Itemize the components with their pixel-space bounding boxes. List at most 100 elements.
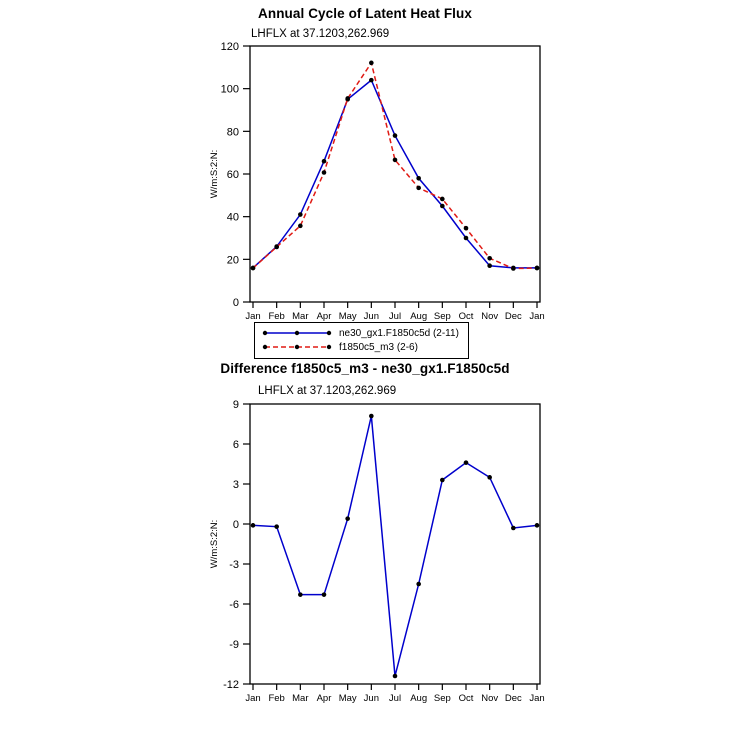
x-tick-label: Oct	[459, 693, 474, 704]
x-tick-label: Mar	[292, 311, 308, 322]
x-tick-label: May	[339, 693, 357, 704]
x-tick-label: Jun	[364, 693, 379, 704]
plot-frame	[249, 45, 541, 303]
data-point	[321, 158, 327, 164]
x-tick-label: Aug	[410, 311, 427, 322]
x-tick-label: Jul	[389, 693, 401, 704]
data-point	[440, 477, 445, 483]
data-point	[250, 265, 256, 271]
series-line	[252, 415, 538, 677]
x-tick-label: Oct	[459, 311, 474, 322]
y-tick-label: 60	[227, 169, 239, 181]
legend-item-ne30: ne30_gx1.F1850c5d (2-11)	[261, 326, 459, 340]
legend-sample-marker	[294, 344, 300, 350]
data-point	[369, 60, 374, 66]
plot-frame	[249, 403, 541, 685]
data-point	[392, 133, 398, 138]
x-tick-label: Aug	[410, 693, 427, 704]
x-tick-label: Dec	[505, 693, 522, 704]
x-tick-label: Apr	[317, 311, 332, 322]
data-point	[463, 225, 469, 231]
x-tick-label: Nov	[481, 693, 498, 704]
x-tick-label: May	[339, 311, 357, 322]
data-point	[487, 255, 492, 261]
data-point	[298, 592, 303, 597]
data-point	[321, 592, 327, 597]
x-tick-label: Feb	[268, 311, 284, 322]
y-tick-label: 80	[227, 126, 239, 138]
legend-sample-marker	[262, 330, 268, 336]
legend-sample-marker	[326, 344, 332, 350]
data-point	[416, 185, 421, 191]
legend-sample-marker	[294, 330, 300, 336]
legend-label-ne30: ne30_gx1.F1850c5d (2-11)	[339, 327, 459, 339]
x-tick-label: Mar	[292, 693, 308, 704]
x-tick-label: Sep	[434, 311, 451, 322]
x-tick-label: Sep	[434, 693, 451, 704]
legend: ne30_gx1.F1850c5d (2-11) f1850c5_m3 (2-6…	[254, 322, 469, 359]
chart1-subtitle: LHFLX at 37.1203,262.969	[251, 28, 390, 40]
data-point	[345, 96, 350, 101]
data-point	[416, 175, 421, 181]
data-point	[440, 196, 445, 202]
legend-item-f1850: f1850c5_m3 (2-6)	[261, 340, 459, 354]
legend-line-red-icon	[262, 344, 332, 350]
y-axis-label: W/m:S:2:N:	[209, 520, 220, 569]
data-point	[463, 235, 469, 241]
difference-plot: -12 -9 -6 -3 0 3 6 9 Jan Feb Mar Apr May Jun Jul Aug Sep…	[209, 399, 545, 704]
data-point	[511, 266, 516, 271]
data-point	[274, 244, 279, 250]
x-tick-label: Jul	[389, 311, 401, 322]
y-tick-label: 9	[233, 399, 239, 411]
data-point	[392, 673, 398, 679]
x-tick-label: Jan	[245, 311, 260, 322]
data-point	[298, 212, 303, 217]
y-axis-label: W/m:S:2:N:	[209, 150, 220, 199]
legend-line-blue-icon	[262, 330, 332, 336]
data-point	[369, 77, 374, 83]
legend-sample-marker	[262, 344, 268, 350]
y-tick-label: 0	[233, 519, 239, 531]
data-point	[298, 223, 303, 229]
y-tick-label: 120	[221, 41, 239, 53]
data-point	[463, 460, 469, 465]
y-tick-label: -6	[229, 599, 239, 611]
data-point	[487, 475, 492, 480]
x-tick-label: Feb	[268, 693, 284, 704]
y-tick-label: 0	[233, 297, 239, 309]
series-line	[252, 61, 538, 270]
x-tick-label: Dec	[505, 311, 522, 322]
data-point	[534, 265, 540, 271]
chart1-title: Annual Cycle of Latent Heat Flux	[258, 6, 472, 21]
y-tick-label: 20	[227, 254, 239, 266]
y-tick-label: 3	[233, 479, 239, 491]
data-point	[440, 203, 445, 209]
legend-label-f1850: f1850c5_m3 (2-6)	[339, 341, 418, 353]
chart2-title: Difference f1850c5_m3 - ne30_gx1.F1850c5…	[220, 361, 510, 376]
y-tick-label: -12	[223, 679, 239, 691]
data-point	[369, 413, 374, 419]
annual-cycle-plot: 0 20 40 60 80 100 120 Jan Feb Mar Apr May Jun Jul Aug S…	[209, 41, 545, 322]
data-point	[392, 157, 398, 163]
y-tick-label: 40	[227, 212, 239, 224]
data-point	[511, 525, 516, 531]
y-tick-label: 100	[221, 84, 239, 96]
x-tick-label: Jan	[529, 311, 544, 322]
y-tick-label: -9	[229, 639, 239, 651]
data-point	[250, 523, 256, 528]
data-point	[345, 516, 350, 521]
data-point	[534, 523, 540, 528]
series-line	[252, 78, 537, 269]
data-point	[274, 524, 279, 529]
x-tick-label: Nov	[481, 311, 498, 322]
x-tick-label: Jun	[364, 311, 379, 322]
data-point	[321, 170, 327, 175]
y-tick-label: 6	[233, 439, 239, 451]
data-point	[487, 263, 492, 269]
x-tick-label: Apr	[317, 693, 332, 704]
chart2-subtitle: LHFLX at 37.1203,262.969	[258, 385, 397, 397]
legend-sample-marker	[326, 330, 332, 336]
y-tick-label: -3	[229, 559, 239, 571]
